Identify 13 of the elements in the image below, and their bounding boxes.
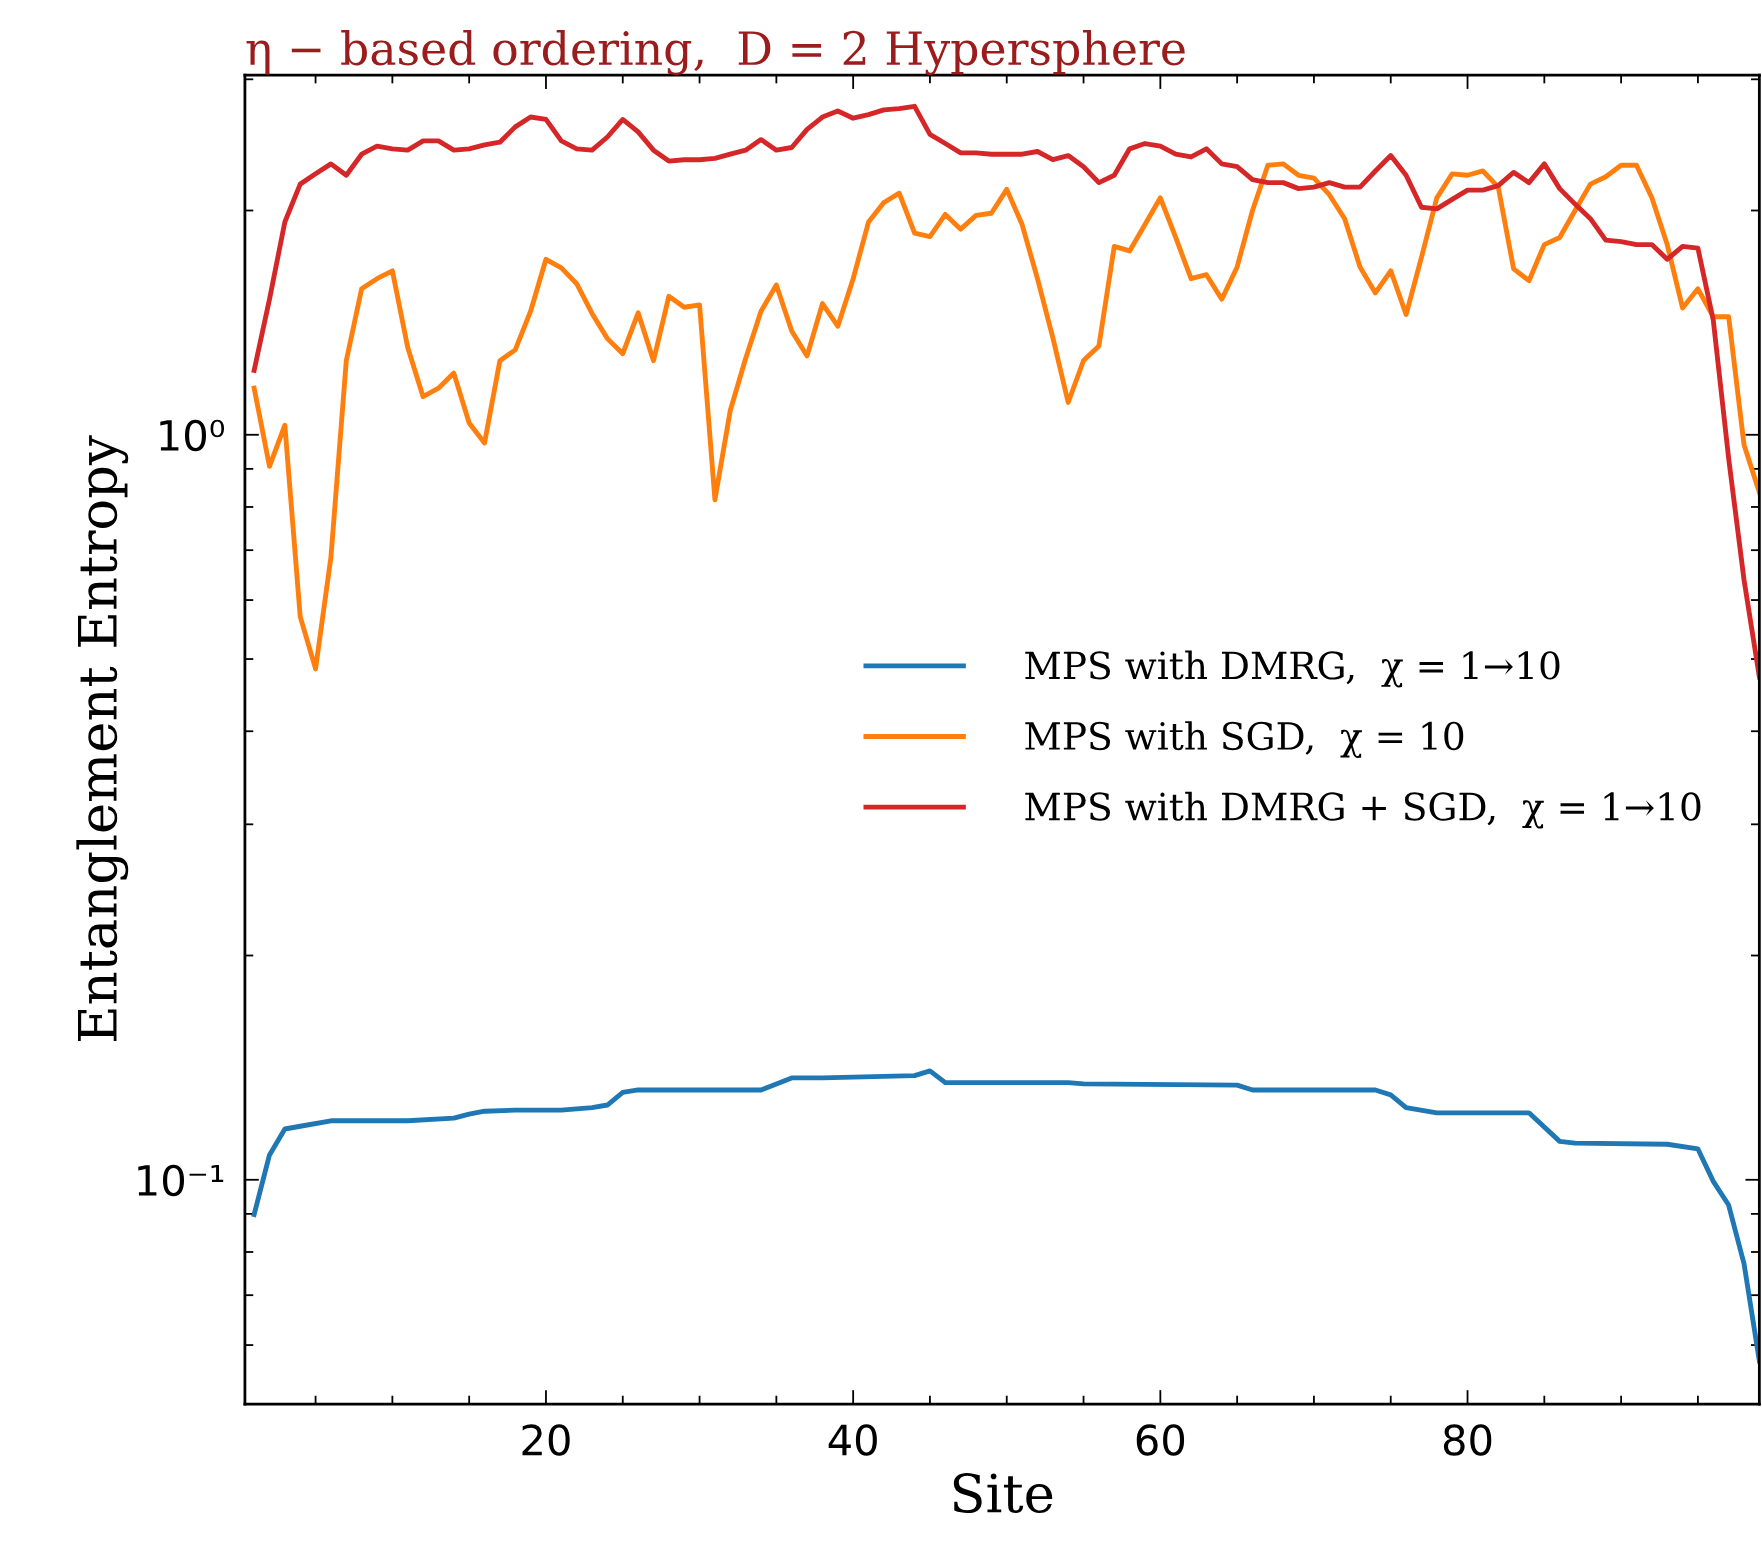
legend-label: MPS with DMRG, χ = 1→10 [1025, 650, 1560, 688]
line-series [251, 1068, 1760, 1364]
y-tick-label: 10⁻¹ [138, 1164, 224, 1197]
legend-label: MPS with SGD, χ = 10 [1025, 721, 1464, 758]
y-axis-title: Entanglement Entropy [76, 435, 129, 1041]
x-tick-label: 60 [1136, 1424, 1185, 1456]
x-tick-label: 20 [522, 1424, 570, 1456]
x-axis-title: Site [953, 1473, 1053, 1514]
chart-title: η − based ordering, D = 2 Hypersphere [246, 30, 1185, 76]
x-tick-label: 80 [1443, 1424, 1492, 1456]
x-tick-label: 40 [828, 1424, 877, 1456]
legend-label: MPS with DMRG + SGD, χ = 1→10 [1025, 791, 1701, 829]
y-tick-label: 10⁰ [160, 419, 225, 452]
